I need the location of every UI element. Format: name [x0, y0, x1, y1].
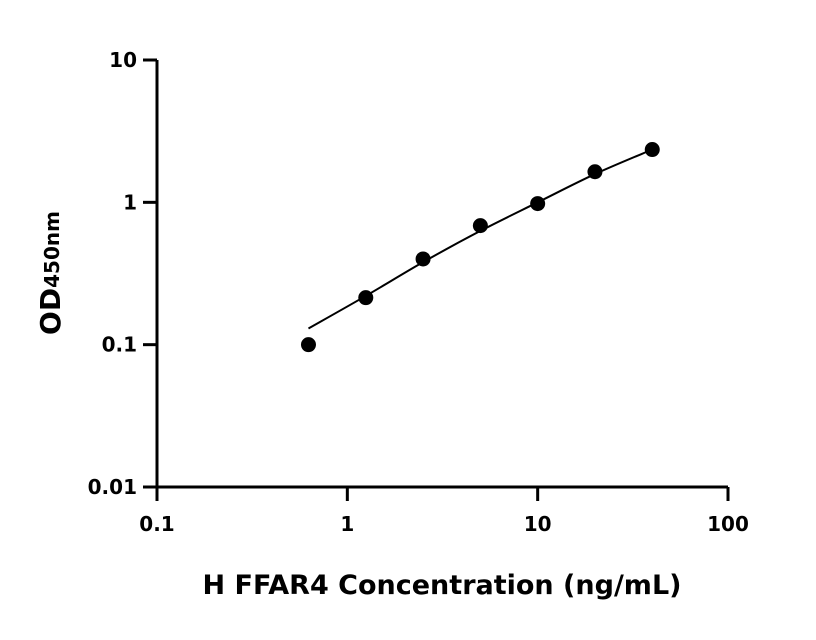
data-point: [358, 290, 374, 306]
data-point: [472, 218, 488, 234]
x-tick-label: 10: [524, 512, 552, 536]
y-tick-label: 1: [123, 190, 137, 214]
x-tick-label: 100: [707, 512, 749, 536]
data-point: [530, 196, 546, 212]
y-axis-label: OD450nm: [34, 211, 67, 335]
data-point: [300, 337, 316, 353]
x-tick-label: 0.1: [139, 512, 174, 536]
y-axis-label-main: OD: [34, 288, 67, 335]
data-point: [644, 142, 660, 158]
x-tick-label: 1: [340, 512, 354, 536]
data-point: [415, 251, 431, 267]
y-tick-label: 10: [109, 48, 137, 72]
y-tick-label: 0.1: [102, 333, 137, 357]
y-tick-label: 0.01: [88, 475, 137, 499]
data-point: [587, 164, 603, 180]
x-axis-label: H FFAR4 Concentration (ng/mL): [203, 570, 682, 601]
y-axis-label-subscript: 450nm: [40, 211, 64, 288]
